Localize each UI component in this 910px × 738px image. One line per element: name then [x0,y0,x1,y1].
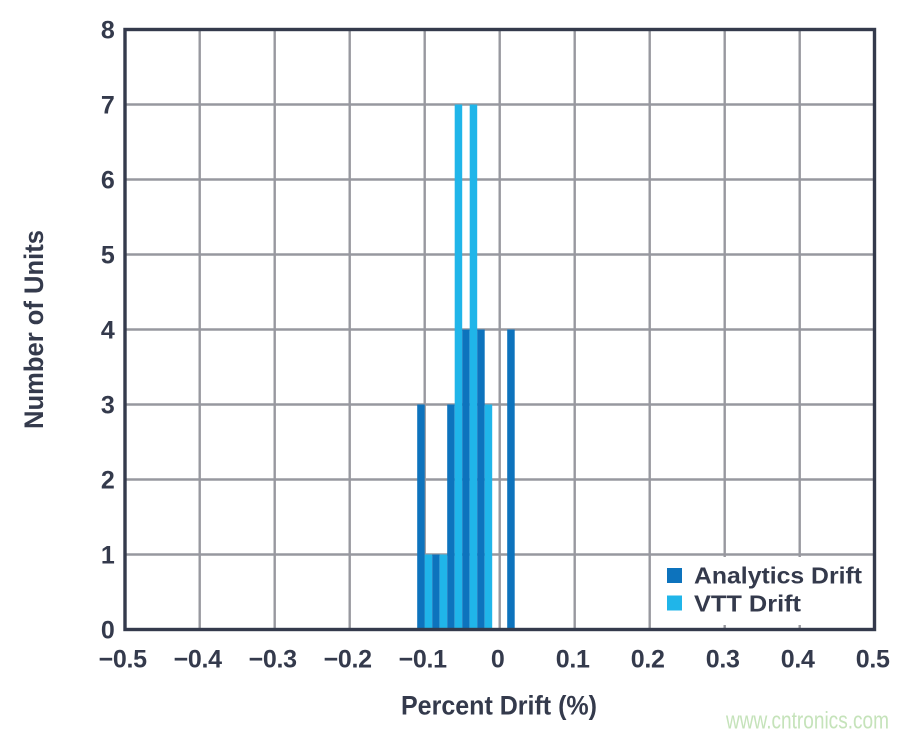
svg-text:www.cntronics.com: www.cntronics.com [725,708,889,735]
svg-text:0.5: 0.5 [856,645,890,673]
svg-text:0.3: 0.3 [706,645,740,673]
svg-text:−0.2: −0.2 [324,645,372,673]
svg-text:−0.5: −0.5 [99,645,148,673]
svg-text:8: 8 [101,17,115,45]
svg-text:−0.4: −0.4 [174,645,223,673]
svg-text:0: 0 [101,617,115,645]
svg-text:Number of Units: Number of Units [19,230,49,429]
svg-text:0: 0 [491,645,505,673]
svg-text:5: 5 [101,242,115,270]
svg-text:4: 4 [101,317,115,345]
svg-text:7: 7 [101,92,115,120]
svg-text:0.2: 0.2 [631,645,665,673]
svg-text:−0.1: −0.1 [399,645,448,673]
svg-text:3: 3 [101,392,115,420]
svg-text:6: 6 [101,167,115,195]
svg-text:VTT Drift: VTT Drift [694,590,801,616]
svg-text:Percent Drift (%): Percent Drift (%) [401,691,597,721]
svg-text:2: 2 [101,467,115,495]
svg-text:Analytics Drift: Analytics Drift [694,563,862,589]
svg-text:−0.3: −0.3 [249,645,297,673]
svg-text:0.4: 0.4 [781,645,815,673]
svg-text:1: 1 [101,542,115,570]
svg-text:0.1: 0.1 [556,645,590,673]
